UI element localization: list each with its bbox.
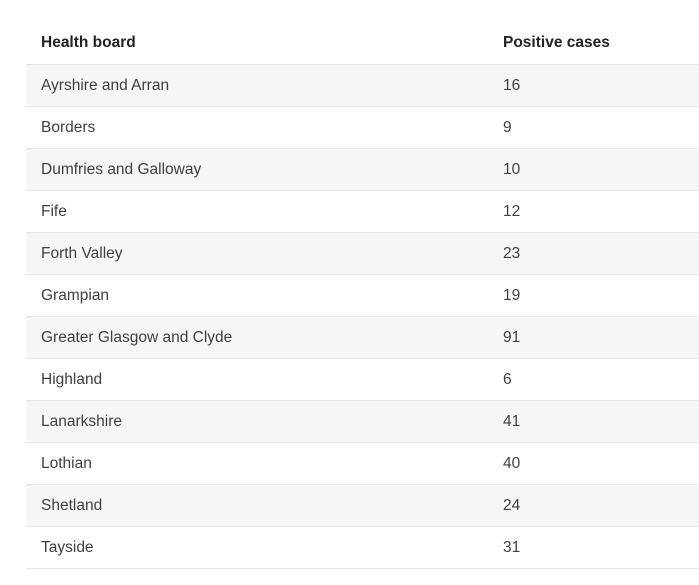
cell-positive-cases: 23 — [488, 232, 699, 275]
cell-health-board: Highland — [26, 358, 488, 401]
table-row: Ayrshire and Arran 16 — [26, 64, 699, 107]
table-row: Fife 12 — [26, 190, 699, 233]
header-row: Health board Positive cases — [26, 22, 699, 65]
table-row: Highland 6 — [26, 358, 699, 401]
cell-positive-cases: 6 — [488, 358, 699, 401]
table-row: Forth Valley 23 — [26, 232, 699, 275]
cell-positive-cases: 91 — [488, 316, 699, 359]
cell-positive-cases: 12 — [488, 190, 699, 233]
cell-health-board: Lothian — [26, 442, 488, 485]
cell-positive-cases: 31 — [488, 526, 699, 569]
cell-positive-cases: 10 — [488, 148, 699, 191]
cell-health-board: Lanarkshire — [26, 400, 488, 443]
table-row: Dumfries and Galloway 10 — [26, 148, 699, 191]
cell-positive-cases: 9 — [488, 106, 699, 149]
cases-table: Health board Positive cases Ayrshire and… — [26, 22, 699, 569]
cell-positive-cases: 41 — [488, 400, 699, 443]
cell-health-board: Tayside — [26, 526, 488, 569]
table-row: Borders 9 — [26, 106, 699, 149]
table-row: Greater Glasgow and Clyde 91 — [26, 316, 699, 359]
table-row: Tayside 31 — [26, 526, 699, 569]
cell-positive-cases: 24 — [488, 484, 699, 527]
cell-positive-cases: 40 — [488, 442, 699, 485]
cell-health-board: Fife — [26, 190, 488, 233]
cell-health-board: Grampian — [26, 274, 488, 317]
cell-health-board: Borders — [26, 106, 488, 149]
header-health-board: Health board — [26, 22, 488, 65]
cell-health-board: Ayrshire and Arran — [26, 64, 488, 107]
table-row: Lothian 40 — [26, 442, 699, 485]
table-row: Lanarkshire 41 — [26, 400, 699, 443]
table-body: Ayrshire and Arran 16 Borders 9 Dumfries and… — [26, 64, 699, 569]
table-row: Grampian 19 — [26, 274, 699, 317]
cell-health-board: Dumfries and Galloway — [26, 148, 488, 191]
cell-health-board: Shetland — [26, 484, 488, 527]
cell-positive-cases: 16 — [488, 64, 699, 107]
cell-positive-cases: 19 — [488, 274, 699, 317]
table-header: Health board Positive cases — [26, 22, 699, 65]
cell-health-board: Greater Glasgow and Clyde — [26, 316, 488, 359]
header-positive-cases: Positive cases — [488, 22, 699, 65]
table-row: Shetland 24 — [26, 484, 699, 527]
cell-health-board: Forth Valley — [26, 232, 488, 275]
cases-table-container: Health board Positive cases Ayrshire and… — [26, 22, 699, 569]
